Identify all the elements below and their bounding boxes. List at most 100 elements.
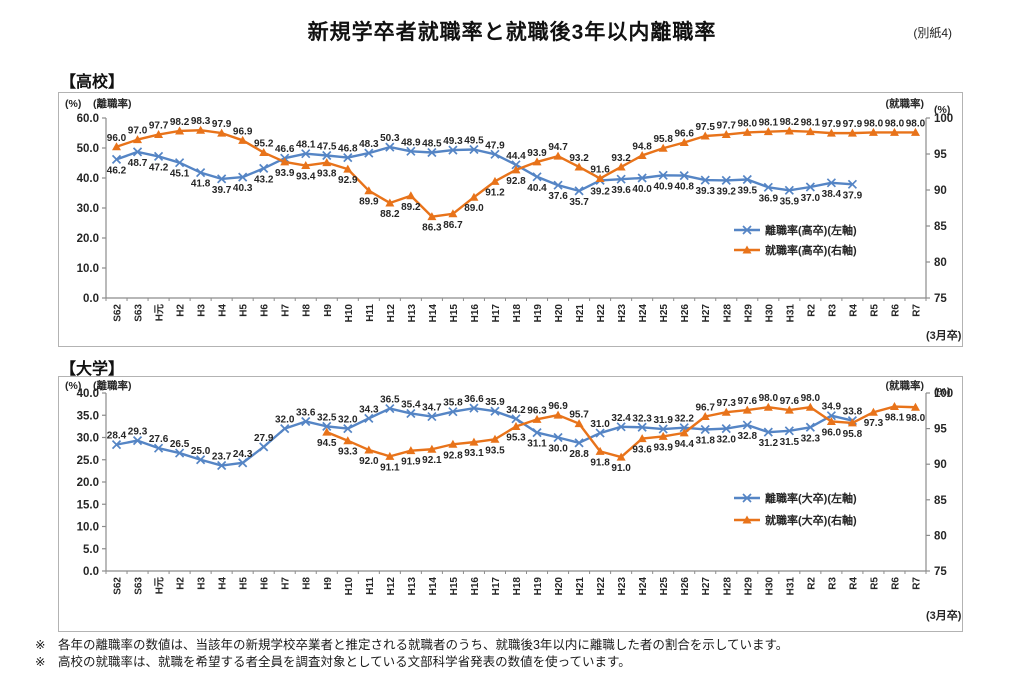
- x-marker: [174, 448, 185, 458]
- x-marker: [469, 403, 479, 413]
- data-label: 36.5: [380, 395, 400, 406]
- x-marker: [238, 458, 248, 468]
- data-label: 40.3: [233, 183, 253, 194]
- triangle-marker: [910, 402, 920, 411]
- data-label: 97.7: [717, 121, 737, 132]
- x-axis-category-label: H13: [407, 577, 418, 596]
- x-marker: [301, 416, 311, 427]
- series-line: [116, 145, 853, 193]
- data-label: 97.5: [695, 122, 715, 133]
- data-label: 98.1: [885, 413, 905, 424]
- x-axis-category-label: H31: [785, 577, 796, 596]
- left-axis-tick-label: 10.0: [77, 263, 99, 275]
- x-axis-category-label: H3: [197, 304, 208, 317]
- left-axis-tick-label: 0.0: [83, 293, 99, 305]
- data-label: 32.8: [738, 431, 758, 442]
- x-marker: [532, 428, 542, 438]
- triangle-marker: [280, 157, 290, 166]
- data-label: 39.3: [695, 186, 715, 197]
- right-axis-tick-label: 85: [934, 221, 947, 233]
- x-axis-category-label: H26: [680, 304, 691, 323]
- x-axis-category-label: H9: [323, 304, 334, 317]
- x-axis-category-label: R7: [911, 304, 922, 317]
- x-axis-category-label: H8: [302, 304, 313, 317]
- x-axis-category-label: H17: [491, 577, 502, 596]
- x-marker: [784, 185, 794, 195]
- x-axis-category-label: H5: [239, 577, 250, 590]
- data-label: 98.1: [759, 118, 779, 129]
- data-label: 34.7: [422, 403, 442, 414]
- data-label: 27.9: [254, 433, 274, 444]
- data-label: 34.3: [359, 404, 379, 415]
- x-axis-category-label: H20: [554, 577, 565, 596]
- x-axis-category-label: H15: [449, 577, 460, 596]
- x-axis-category-label: H21: [575, 577, 586, 596]
- x-axis-category-label: H2: [176, 304, 187, 317]
- triangle-marker: [532, 414, 542, 423]
- data-label: 96.0: [822, 427, 842, 438]
- university-legend: 離職率(大卒)(左軸) 就職率(大卒)(右軸): [734, 491, 857, 527]
- x-marker: [280, 423, 290, 434]
- data-label: 97.9: [822, 119, 842, 130]
- left-axis-unit-label: (%): [65, 98, 81, 110]
- data-label: 98.0: [738, 118, 758, 129]
- x-axis-category-label: H16: [470, 304, 481, 323]
- triangle-marker: [742, 127, 752, 136]
- data-label: 39.6: [611, 185, 631, 196]
- x-axis-category-label: R4: [848, 304, 859, 317]
- triangle-marker: [553, 410, 563, 419]
- data-label: 35.9: [485, 397, 505, 408]
- data-label: 91.0: [611, 463, 631, 474]
- data-label: 33.6: [296, 407, 316, 418]
- data-label: 35.9: [780, 196, 800, 207]
- legend-label: 離職率(高卒)(左軸): [765, 223, 857, 237]
- right-axis-tick-label: 80: [934, 530, 947, 542]
- highschool-plot-svg: 0.0 10.0 20.0 30.0 40.0 50.0 60.0 75 80 85 90 95 100…: [65, 97, 962, 342]
- data-label: 32.0: [338, 415, 358, 426]
- triangle-marker: [616, 452, 626, 461]
- x-axis-category-label: H6: [260, 577, 271, 590]
- data-label: 35.7: [569, 197, 589, 208]
- x-axis-category-label: H3: [197, 577, 208, 590]
- triangle-marker: [637, 150, 647, 159]
- x-axis-category-label: R6: [890, 577, 901, 590]
- data-label: 47.2: [149, 162, 169, 173]
- data-label: 92.9: [338, 175, 358, 186]
- x-axis-category-label: H28: [722, 577, 733, 596]
- left-axis-tick-label: 20.0: [77, 477, 99, 489]
- x-marker: [637, 173, 647, 183]
- data-label: 49.3: [443, 136, 463, 147]
- right-axis-unit-label: (%): [934, 104, 950, 116]
- triangle-marker: [406, 446, 416, 455]
- x-axis-category-label: H17: [491, 304, 502, 323]
- data-label: 98.0: [759, 393, 779, 404]
- data-label: 96.7: [695, 402, 715, 413]
- x-marker: [658, 170, 668, 180]
- x-axis-category-label: H23: [617, 304, 628, 323]
- triangle-marker: [721, 407, 731, 416]
- data-label: 24.3: [233, 449, 253, 460]
- left-axis-tick-label: 20.0: [77, 233, 99, 245]
- x-axis-category-label: R4: [848, 577, 859, 590]
- page-title: 新規学卒者就職率と就職後3年以内離職率: [307, 21, 717, 44]
- triangle-marker: [364, 445, 374, 454]
- data-label: 32.3: [801, 433, 821, 444]
- data-label: 50.3: [380, 133, 400, 144]
- x-marker: [511, 414, 521, 424]
- triangle-marker: [196, 125, 206, 134]
- x-marker: [616, 422, 626, 432]
- right-axis-tick-label: 75: [934, 566, 947, 578]
- data-label: 34.9: [822, 402, 842, 413]
- data-label: 45.1: [170, 169, 190, 180]
- note-turnover-definition: ※ 各年の離職率の数値は、当該年の新規学校卒業者と推定される就職者のうち、就職後…: [35, 638, 789, 652]
- legend-item-turnover: 離職率(大卒)(左軸): [734, 491, 857, 505]
- data-label: 98.0: [864, 118, 884, 129]
- left-axis-unit-label: (%): [65, 380, 81, 392]
- x-marker: [343, 152, 353, 163]
- data-label: 32.4: [611, 413, 631, 424]
- triangle-marker: [217, 128, 227, 137]
- triangle-marker: [889, 127, 899, 136]
- x-marker: [385, 403, 395, 414]
- x-axis-category-label: H25: [659, 304, 670, 323]
- data-label: 35.8: [443, 398, 463, 409]
